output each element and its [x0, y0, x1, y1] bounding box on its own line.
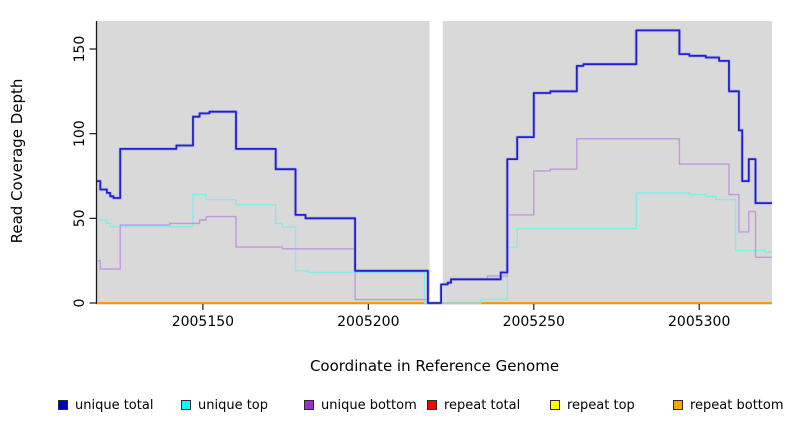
x-axis-title: Coordinate in Reference Genome: [309, 357, 560, 375]
series-line-unique-total: [97, 29, 772, 304]
series-line-unique-top: [97, 192, 772, 304]
y-tick-label: 50: [72, 209, 88, 227]
x-tick-label: 2005200: [337, 314, 399, 330]
y-tick-label: 100: [72, 120, 88, 147]
coverage-gap-band: [429, 21, 443, 303]
x-tick-label: 2005150: [172, 314, 234, 330]
x-tick-label: 2005250: [503, 314, 565, 330]
y-tick-label: 0: [72, 299, 88, 308]
y-tick-label: 150: [72, 36, 88, 63]
y-axis-title: Read Coverage Depth: [8, 78, 26, 244]
x-tick-label: 2005300: [668, 314, 730, 330]
